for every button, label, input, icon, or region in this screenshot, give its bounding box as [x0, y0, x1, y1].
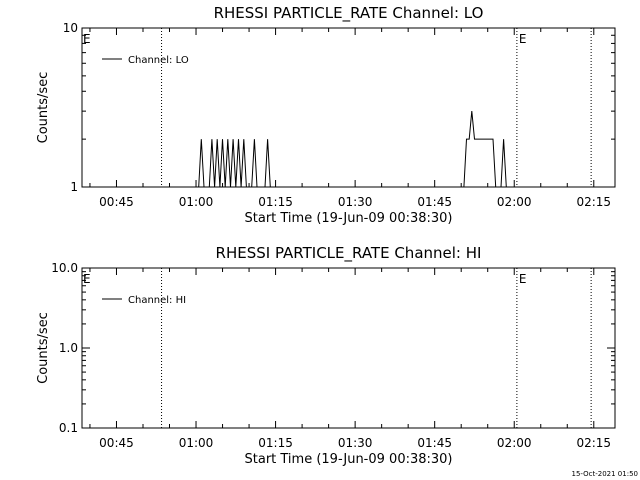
y-tick-label: 10.0 — [51, 261, 78, 275]
x-tick-label: 01:30 — [338, 436, 373, 450]
x-tick-label: 01:30 — [338, 195, 373, 209]
chart-panel-1: RHESSI PARTICLE_RATE Channel: LO Start Ti… — [36, 4, 616, 226]
y-axis-label: Counts/sec — [36, 72, 51, 144]
chart-title: RHESSI PARTICLE_RATE Channel: LO — [214, 4, 484, 23]
x-tick-label: 01:45 — [417, 195, 452, 209]
x-tick-label: 02:15 — [576, 436, 611, 450]
footer-timestamp: 15-Oct-2021 01:50 — [572, 470, 638, 478]
time-marker-label: E — [519, 272, 527, 286]
x-tick-label: 00:45 — [99, 195, 134, 209]
chart-title: RHESSI PARTICLE_RATE Channel: HI — [216, 244, 482, 263]
start-marker-label: E — [83, 32, 91, 46]
start-marker-label: E — [83, 272, 91, 286]
time-marker-label: E — [519, 32, 527, 46]
y-axis-label: Counts/sec — [36, 312, 51, 384]
x-tick-label: 01:15 — [258, 436, 293, 450]
x-tick-label: 01:00 — [179, 436, 214, 450]
x-tick-label: 01:15 — [258, 195, 293, 209]
x-axis-label: Start Time (19-Jun-09 00:38:30) — [245, 452, 453, 467]
series-line — [82, 111, 615, 188]
x-tick-label: 00:45 — [99, 436, 134, 450]
x-tick-label: 02:00 — [497, 195, 532, 209]
chart-panel-2: RHESSI PARTICLE_RATE Channel: HI Start Ti… — [36, 244, 616, 467]
x-tick-label: 02:15 — [576, 195, 611, 209]
x-tick-label: 01:00 — [179, 195, 214, 209]
legend-entry: Channel: HI — [128, 295, 186, 306]
y-tick-label: 1.0 — [59, 341, 78, 355]
y-tick-label: 1 — [70, 180, 78, 194]
x-tick-label: 01:45 — [417, 436, 452, 450]
x-axis-label: Start Time (19-Jun-09 00:38:30) — [245, 211, 453, 226]
legend-entry: Channel: LO — [128, 55, 189, 66]
y-tick-label: 0.1 — [59, 421, 78, 435]
x-tick-label: 02:00 — [497, 436, 532, 450]
y-tick-label: 10 — [63, 21, 78, 35]
